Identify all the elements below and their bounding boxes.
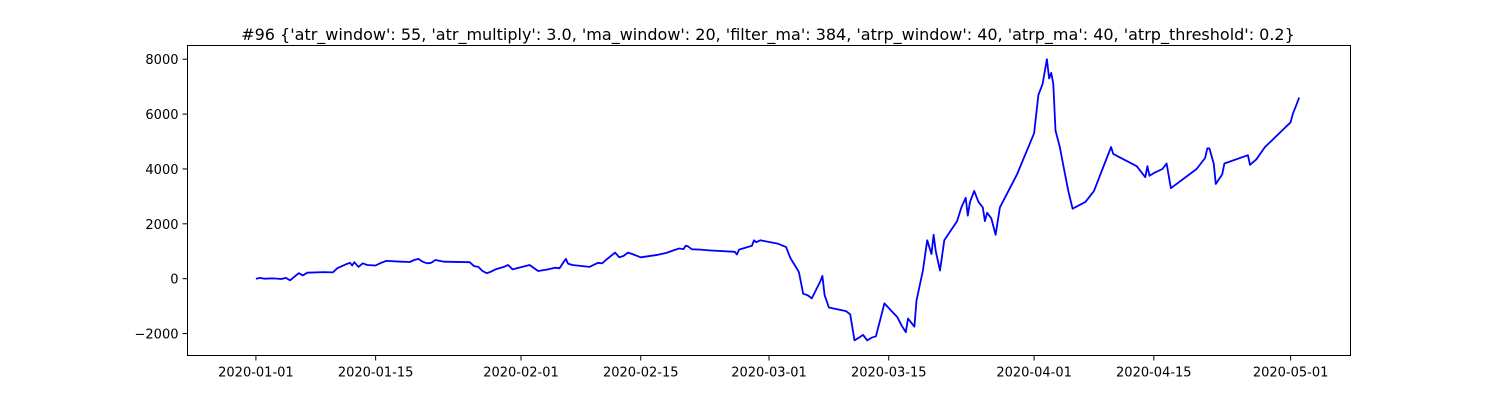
y-tick-label: 0 [170, 273, 178, 288]
y-tick-label: −2000 [135, 328, 179, 343]
x-tick-label: 2020-01-15 [338, 366, 414, 381]
x-axis: 2020-01-01 2020-01-15 2020-02-01 2020-02-15… [218, 355, 1329, 381]
y-tick-label: 4000 [145, 163, 178, 178]
y-tick-label: 6000 [145, 108, 178, 123]
series-group [255, 58, 1301, 342]
x-tick-label: 2020-04-01 [996, 366, 1072, 381]
x-tick-label: 2020-03-15 [851, 366, 927, 381]
x-tick-label: 2020-02-15 [603, 366, 679, 381]
y-axis: −2000 0 2000 4000 6000 8000 [135, 53, 188, 343]
y-tick-label: 8000 [145, 53, 178, 68]
chart-title: #96 {'atr_window': 55, 'atr_multiply': 3… [241, 25, 1295, 45]
x-tick-label: 2020-02-01 [483, 366, 559, 381]
y-tick-label: 2000 [145, 218, 178, 233]
x-tick-label: 2020-01-01 [218, 366, 294, 381]
x-tick-label: 2020-05-01 [1253, 366, 1329, 381]
series-line [255, 58, 1301, 342]
plot-frame [187, 45, 1351, 356]
x-tick-label: 2020-03-01 [731, 366, 807, 381]
x-tick-label: 2020-04-15 [1116, 366, 1192, 381]
